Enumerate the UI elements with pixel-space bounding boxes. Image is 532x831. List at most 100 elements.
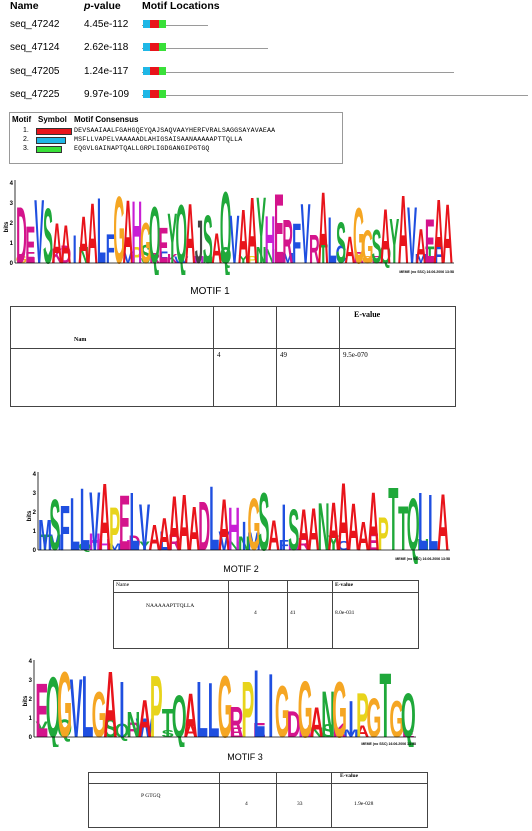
- logo-letter: Q: [172, 684, 187, 747]
- logo-letter: N: [318, 491, 330, 564]
- logo-letter: E: [274, 175, 284, 275]
- logo-letter: N: [238, 533, 250, 555]
- logo-letter: F: [292, 211, 301, 275]
- logo-letter: G: [353, 192, 365, 275]
- logo-letter: S: [104, 713, 117, 743]
- logo-letter: V: [407, 191, 417, 275]
- logo-letter: V: [123, 249, 133, 267]
- logo-letter: S: [372, 220, 382, 274]
- logo-letter: Q: [46, 661, 61, 747]
- logo-letter: A: [138, 690, 152, 747]
- motif-3-title: MOTIF 3: [227, 752, 263, 762]
- logo-letter: A: [52, 211, 63, 275]
- motif-legend: Motif Symbol Motif Consensus 1. DEVSAAIA…: [9, 112, 343, 164]
- seq-name: seq_47124: [10, 42, 60, 53]
- logo-letter: L: [254, 655, 266, 747]
- logo-axis-label: bits: [4, 221, 10, 232]
- legend-num: 2.: [23, 136, 29, 143]
- logo-letter: E: [25, 217, 35, 275]
- logo-letter: G: [140, 211, 152, 275]
- logo-letter: I: [73, 228, 77, 272]
- logo-tick: 1: [29, 716, 33, 722]
- logo-letter: L: [328, 205, 337, 275]
- logo-letter: S: [49, 485, 60, 564]
- col-evalue-header: E-value: [332, 580, 419, 593]
- logo-axis-label: bits: [23, 695, 29, 706]
- logo-letter: A: [345, 230, 356, 272]
- logo-tick: 3: [10, 201, 14, 207]
- logo-letter: G: [332, 667, 347, 747]
- logo-letter: G: [248, 484, 261, 564]
- logo-letter: A: [148, 517, 160, 558]
- logo-letter: E: [119, 479, 130, 564]
- legend-symbol: [36, 128, 72, 135]
- logo-letter: M: [108, 542, 122, 552]
- logo-letter: G: [389, 691, 404, 747]
- logo-axis-label: bits: [27, 510, 33, 521]
- logo-tick: 1: [33, 529, 37, 535]
- logo-letter: T: [388, 468, 398, 564]
- logo-letter: A: [158, 509, 170, 561]
- legend-consensus-header: Motif Consensus: [74, 115, 139, 124]
- logo-letter: N: [256, 244, 267, 269]
- col-name-header: Name: [10, 0, 39, 12]
- logo-letter: V: [230, 201, 240, 275]
- logo-letter: A: [380, 192, 391, 275]
- logo-letter: P: [150, 660, 163, 747]
- logo-letter: A: [356, 722, 370, 740]
- logo-letter: T: [425, 243, 434, 269]
- logo-letter: A: [184, 680, 198, 747]
- logo-letter: Y: [35, 718, 48, 742]
- logo-letter: N: [228, 540, 240, 553]
- logo-letter: V: [301, 186, 311, 275]
- logo-tick: 3: [33, 491, 37, 497]
- logo-letter: A: [184, 720, 198, 740]
- logo-letter: A: [318, 175, 329, 275]
- logo-letter: F: [159, 249, 168, 267]
- cell-sequence: NAAAAAPTTQLLA: [113, 592, 229, 649]
- logo-letter: J: [195, 209, 203, 275]
- logo-letter: A: [308, 497, 320, 564]
- legend-symbol: [36, 146, 62, 153]
- logo-letter: N: [203, 255, 214, 266]
- legend-consensus: MSFLLVAPELVAAAAADLAHIGSAISAANAAAAAPTTQLL…: [74, 136, 243, 143]
- col-locations-header: Motif Locations: [142, 0, 220, 12]
- logo-letter: A: [247, 179, 258, 275]
- logo-letter: V: [70, 661, 83, 747]
- logo-letter: A: [78, 204, 89, 275]
- logo-letter: Y: [389, 205, 399, 275]
- motif-3-table: E-value P GTGQ 4 33 1.9e-028: [88, 772, 428, 828]
- logo-tick: 4: [33, 472, 37, 478]
- logo-tick: 2: [10, 221, 14, 227]
- logo-letter: K: [333, 720, 347, 742]
- cell-sequence: P GTGQ: [88, 783, 220, 828]
- col-pvalue-header: p-value: [84, 0, 121, 12]
- logo-letter: K: [52, 243, 63, 267]
- logo-letter: A: [238, 194, 249, 275]
- logo-letter: R: [353, 250, 364, 268]
- logo-letter: A: [168, 479, 180, 564]
- logo-letter: A: [188, 494, 200, 564]
- logo-letter: A: [328, 488, 340, 564]
- logo-letter: A: [178, 479, 190, 564]
- logo-letter: A: [60, 214, 71, 275]
- logo-letter: Q: [78, 540, 91, 552]
- logo-letter: H: [89, 529, 101, 556]
- logo-letter: P: [109, 495, 120, 563]
- logo-letter: P: [378, 509, 389, 561]
- cell-count: 4: [228, 592, 288, 649]
- logo-letter: F: [279, 538, 290, 554]
- logo-letter: T: [162, 700, 174, 746]
- logo-letter: S: [161, 728, 174, 740]
- sequence-line: [142, 25, 208, 26]
- logo-letter: R: [298, 533, 311, 554]
- logo-letter: S: [141, 240, 151, 270]
- legend-motif-header: Motif: [12, 115, 32, 124]
- logo-tick: 4: [10, 181, 14, 187]
- cell-width: 49: [276, 348, 340, 407]
- cell-count: 4: [219, 783, 277, 828]
- logo-tick: 0: [33, 548, 37, 554]
- logo-letter: G: [362, 253, 374, 265]
- logo-letter: E: [402, 729, 415, 740]
